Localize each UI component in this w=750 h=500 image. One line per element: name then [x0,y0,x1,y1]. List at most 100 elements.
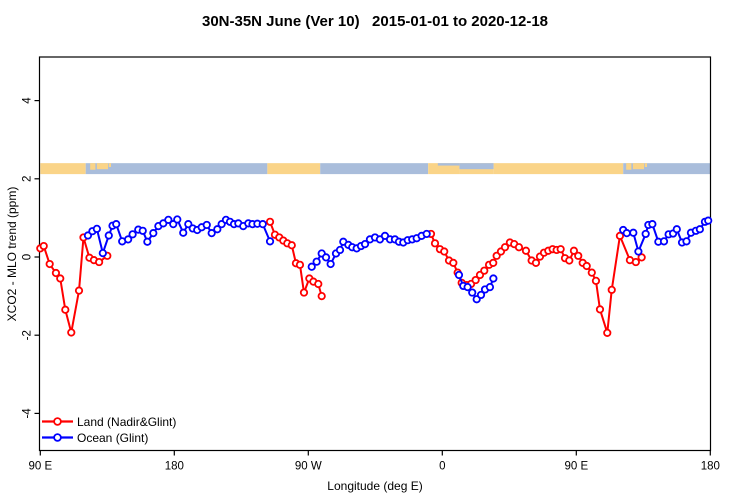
land-series-marker [295,260,305,269]
ocean-series-marker [104,231,113,240]
map-band-ocean-segment [459,163,494,170]
ocean-series-marker [422,229,431,239]
ocean-series-marker [641,229,650,239]
ocean-series-marker [672,225,681,234]
map-band-ocean-segment [623,163,711,175]
ocean-series-marker [138,226,147,235]
land-series-marker [430,239,440,248]
land-series-marker [565,256,574,265]
ocean-series-marker [659,237,669,246]
ocean-series-marker [312,257,321,266]
map-band-land-segment [626,163,632,170]
ocean-series-marker [634,247,643,256]
ocean-series-marker [335,245,345,255]
x-axis-tick-label: 90 W [295,461,322,473]
land-series-marker [582,261,591,271]
land-series-marker [591,276,601,285]
legend-marker-sample [53,433,62,442]
y-axis-tick-label: 4 [22,97,34,104]
land-series-marker [500,243,510,252]
y-axis-tick-label: -2 [22,330,34,340]
land-series-marker [440,247,449,256]
x-axis-tick-label: 0 [439,461,445,473]
ocean-series-marker [164,215,173,224]
y-axis-tick-label: 2 [22,176,34,182]
map-band-land-segment [96,163,109,170]
ocean-series-marker [682,237,691,246]
land-series-marker [595,305,605,314]
map-band-land-segment [428,163,460,175]
ocean-series-marker [207,229,216,238]
ocean-series-marker [265,237,275,246]
x-axis-tick-label: 90 E [564,461,588,473]
ocean-series-marker [143,237,152,246]
x-axis-tick-label: 180 [701,461,720,473]
map-band-land-segment [644,163,648,167]
land-series-marker [61,305,70,314]
land-series-marker [449,258,458,267]
x-axis-title: Longitude (deg E) [327,479,423,493]
land-series-marker [51,268,61,278]
ocean-series-marker [695,225,704,234]
land-series-marker [56,274,65,283]
land-series-marker [95,257,104,267]
land-series-marker [480,266,489,275]
map-band-ocean-segment [437,163,460,166]
land-series-marker [67,328,76,337]
ocean-series-marker [476,290,486,300]
map-band-land-segment [40,163,86,175]
ocean-series-marker [360,239,370,249]
land-series-marker [287,241,296,250]
land-series-marker [74,286,84,295]
land-series-marker [514,243,524,252]
ocean-series-marker [622,229,631,238]
ocean-series-marker [202,220,211,230]
land-series-marker [574,251,583,260]
land-series-line [39,236,108,334]
ocean-series-marker [124,235,133,244]
land-series-marker [556,245,565,254]
x-axis-tick-label: 90 E [28,461,52,473]
land-series-marker [637,253,646,262]
y-axis-tick-label: 0 [22,254,34,260]
ocean-series-marker [629,228,638,237]
map-band-land-segment [632,163,645,170]
map-band-land-segment [267,163,321,175]
ocean-series-marker [179,228,188,237]
land-series-marker [299,288,309,297]
ocean-series-marker [648,220,657,229]
land-series-marker [314,279,323,289]
land-series-marker [45,259,54,269]
ocean-series-marker [326,259,335,269]
ocean-series-marker [463,283,472,292]
land-series-marker [607,285,616,294]
ocean-series-marker [213,225,222,234]
land-series-marker [265,217,275,226]
ocean-series-marker [485,283,495,292]
land-series-marker [471,275,480,285]
map-band-ocean-segment [320,163,429,175]
land-series-marker [489,258,498,267]
land-series-marker [631,257,640,267]
land-series-marker [587,268,596,277]
ocean-series-marker [98,248,107,258]
plot-border [38,56,712,452]
ocean-series-marker [112,220,121,229]
land-series-marker [603,328,612,337]
ocean-series-marker [258,220,267,229]
map-band-ocean-segment [85,163,268,175]
map-band-land-segment [108,163,112,167]
legend-label-ocean: Ocean (Glint) [77,431,149,445]
land-series-marker [317,291,326,301]
ocean-series-marker [321,253,331,262]
chart-title: 30N-35N June (Ver 10) 2015-01-01 to 2020… [201,13,549,30]
ocean-series-marker [92,224,101,233]
x-axis-tick-label: 180 [165,461,184,473]
land-series-marker [531,258,541,267]
land-series-marker [39,241,48,251]
ocean-series-marker [704,216,713,225]
y-axis-title: XCO2 - MLO trend (ppm) [5,186,19,322]
legend-marker-sample [53,417,62,426]
ocean-series-marker [468,288,477,297]
